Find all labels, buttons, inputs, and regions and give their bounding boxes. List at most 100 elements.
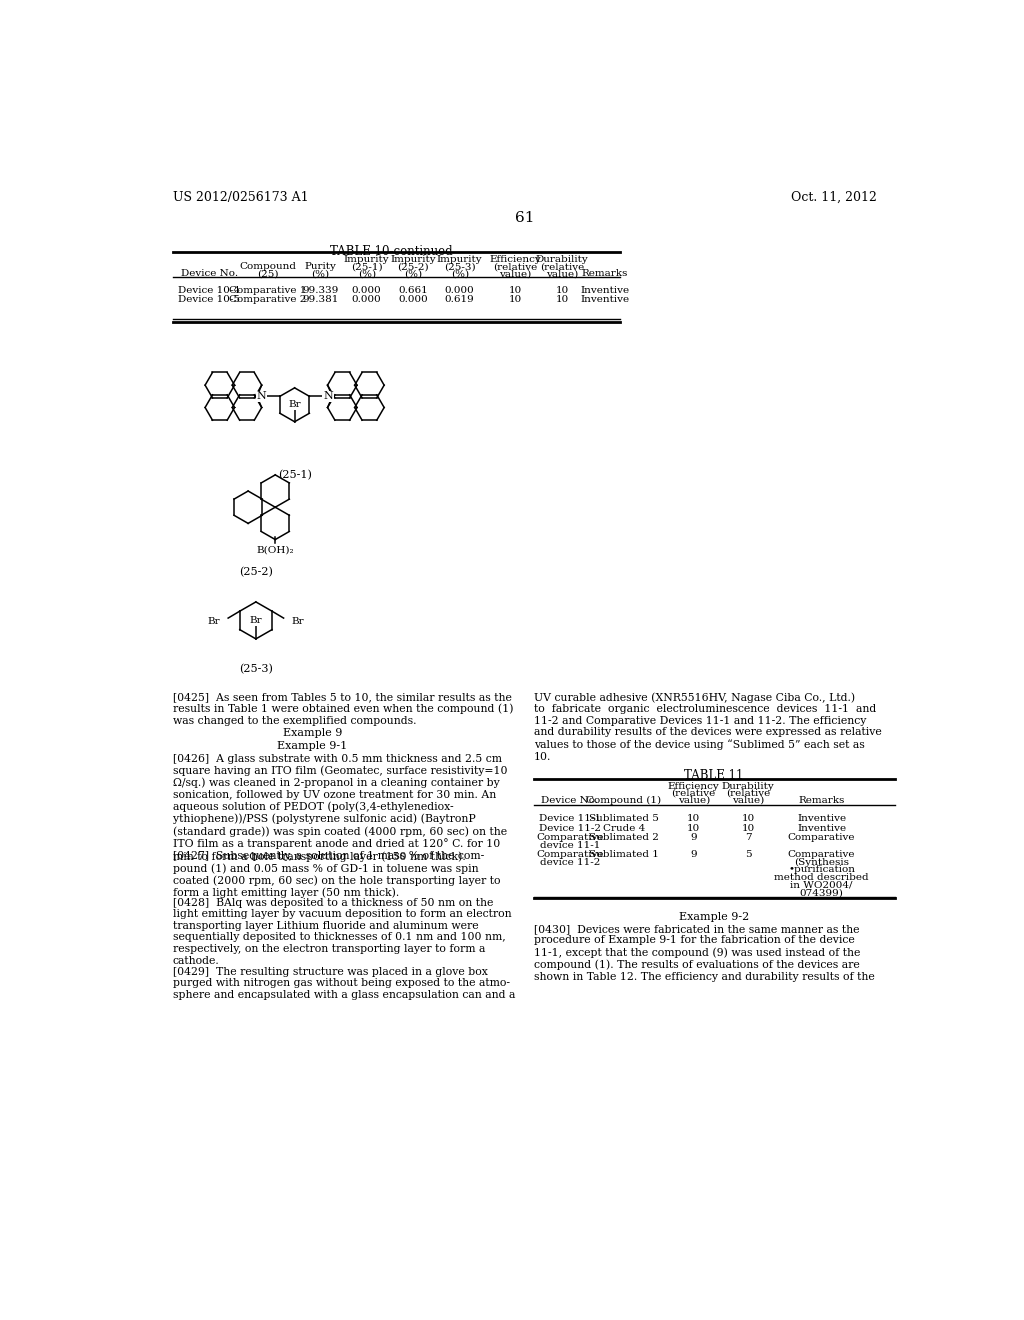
Text: 10: 10 bbox=[741, 814, 755, 824]
Text: 0.619: 0.619 bbox=[444, 296, 474, 305]
Text: value): value) bbox=[500, 269, 531, 279]
Text: Sublimated 2: Sublimated 2 bbox=[589, 833, 658, 842]
Text: Efficiency: Efficiency bbox=[489, 256, 542, 264]
Text: Compound (1): Compound (1) bbox=[587, 796, 662, 805]
Text: (relative: (relative bbox=[540, 263, 584, 272]
Text: US 2012/0256173 A1: US 2012/0256173 A1 bbox=[173, 191, 308, 203]
Text: Example 9-2: Example 9-2 bbox=[679, 912, 749, 923]
Text: (25-2): (25-2) bbox=[397, 263, 429, 272]
Text: Br: Br bbox=[208, 616, 220, 626]
Text: (relative: (relative bbox=[494, 263, 538, 272]
Text: (25): (25) bbox=[257, 269, 279, 279]
Text: Comparative: Comparative bbox=[787, 850, 855, 859]
Text: value): value) bbox=[732, 796, 764, 805]
Text: [0430]  Devices were fabricated in the same manner as the
procedure of Example 9: [0430] Devices were fabricated in the sa… bbox=[535, 924, 874, 982]
Text: 074399): 074399) bbox=[800, 888, 844, 898]
Text: Device 11-2: Device 11-2 bbox=[539, 824, 601, 833]
Text: TABLE 11: TABLE 11 bbox=[684, 770, 743, 781]
Text: 9: 9 bbox=[690, 850, 697, 859]
Text: 0.000: 0.000 bbox=[398, 296, 428, 305]
Text: method described: method described bbox=[774, 873, 869, 882]
Text: N: N bbox=[324, 391, 333, 401]
Text: 99.339: 99.339 bbox=[302, 286, 338, 296]
Text: Comparative: Comparative bbox=[536, 833, 603, 842]
Text: (%): (%) bbox=[357, 269, 376, 279]
Text: Device 10-4: Device 10-4 bbox=[178, 286, 241, 296]
Text: Br: Br bbox=[250, 616, 262, 624]
Text: 10: 10 bbox=[687, 814, 700, 824]
Text: 5: 5 bbox=[744, 850, 752, 859]
Text: Durability: Durability bbox=[722, 781, 774, 791]
Text: Device No.: Device No. bbox=[542, 796, 598, 805]
Text: 9: 9 bbox=[690, 833, 697, 842]
Text: Example 9-1: Example 9-1 bbox=[278, 742, 347, 751]
Text: (%): (%) bbox=[311, 269, 330, 279]
Text: Device 10-5: Device 10-5 bbox=[178, 296, 241, 305]
Text: Inventive: Inventive bbox=[580, 286, 629, 296]
Text: [0426]  A glass substrate with 0.5 mm thickness and 2.5 cm
square having an ITO : [0426] A glass substrate with 0.5 mm thi… bbox=[173, 754, 508, 862]
Text: TABLE 10-continued: TABLE 10-continued bbox=[330, 244, 453, 257]
Text: 10: 10 bbox=[687, 824, 700, 833]
Text: Oct. 11, 2012: Oct. 11, 2012 bbox=[791, 191, 877, 203]
Text: (relative: (relative bbox=[672, 789, 716, 799]
Text: (relative: (relative bbox=[726, 789, 770, 799]
Text: (25-1): (25-1) bbox=[351, 263, 383, 272]
Text: device 11-1: device 11-1 bbox=[540, 841, 600, 850]
Text: Impurity: Impurity bbox=[390, 256, 436, 264]
Text: (25-1): (25-1) bbox=[278, 470, 311, 480]
Text: Compound: Compound bbox=[239, 263, 296, 272]
Text: UV curable adhesive (XNR5516HV, Nagase Ciba Co., Ltd.)
to  fabricate  organic  e: UV curable adhesive (XNR5516HV, Nagase C… bbox=[535, 692, 882, 762]
Text: 0.000: 0.000 bbox=[352, 286, 382, 296]
Text: (%): (%) bbox=[404, 269, 422, 279]
Text: [0428]  BAlq was deposited to a thickness of 50 nm on the
light emitting layer b: [0428] BAlq was deposited to a thickness… bbox=[173, 898, 512, 966]
Text: [0427]  Subsequently, a solution of 1 mass % of the com-
pound (1) and 0.05 mass: [0427] Subsequently, a solution of 1 mas… bbox=[173, 851, 501, 898]
Text: value): value) bbox=[546, 269, 579, 279]
Text: Sublimated 5: Sublimated 5 bbox=[589, 814, 658, 824]
Text: Br: Br bbox=[292, 616, 304, 626]
Text: in WO2004/: in WO2004/ bbox=[791, 880, 853, 890]
Text: 10: 10 bbox=[555, 286, 568, 296]
Text: 10: 10 bbox=[741, 824, 755, 833]
Text: 10: 10 bbox=[509, 296, 522, 305]
Text: 10: 10 bbox=[555, 296, 568, 305]
Text: Br: Br bbox=[289, 400, 301, 409]
Text: Remarks: Remarks bbox=[799, 796, 845, 805]
Text: (25-2): (25-2) bbox=[239, 566, 272, 577]
Text: Inventive: Inventive bbox=[797, 814, 846, 824]
Text: B(OH)₂: B(OH)₂ bbox=[256, 545, 294, 554]
Text: 0.000: 0.000 bbox=[444, 286, 474, 296]
Text: Example 9: Example 9 bbox=[283, 729, 342, 738]
Text: Device No.: Device No. bbox=[181, 269, 238, 279]
Text: Purity: Purity bbox=[304, 263, 336, 272]
Text: device 11-2: device 11-2 bbox=[540, 858, 600, 866]
Text: Inventive: Inventive bbox=[580, 296, 629, 305]
Text: 0.661: 0.661 bbox=[398, 286, 428, 296]
Text: (25-3): (25-3) bbox=[239, 664, 272, 675]
Text: [0429]  The resulting structure was placed in a glove box
purged with nitrogen g: [0429] The resulting structure was place… bbox=[173, 966, 515, 1001]
Text: 0.000: 0.000 bbox=[352, 296, 382, 305]
Text: Comparative: Comparative bbox=[536, 850, 603, 859]
Text: 99.381: 99.381 bbox=[302, 296, 338, 305]
Text: Crude 4: Crude 4 bbox=[603, 824, 645, 833]
Text: Impurity: Impurity bbox=[437, 256, 482, 264]
Text: Inventive: Inventive bbox=[797, 824, 846, 833]
Text: Comparative 1: Comparative 1 bbox=[228, 286, 306, 296]
Text: 7: 7 bbox=[744, 833, 752, 842]
Text: 61: 61 bbox=[515, 211, 535, 224]
Text: Efficiency: Efficiency bbox=[668, 781, 720, 791]
Text: 10: 10 bbox=[509, 286, 522, 296]
Text: N: N bbox=[256, 391, 266, 401]
Text: [0425]  As seen from Tables 5 to 10, the similar results as the
results in Table: [0425] As seen from Tables 5 to 10, the … bbox=[173, 692, 513, 726]
Text: (Synthesis: (Synthesis bbox=[795, 858, 849, 867]
Text: (%): (%) bbox=[451, 269, 469, 279]
Text: Impurity: Impurity bbox=[344, 256, 389, 264]
Text: Sublimated 1: Sublimated 1 bbox=[589, 850, 658, 859]
Text: Comparative: Comparative bbox=[787, 833, 855, 842]
Text: value): value) bbox=[678, 796, 710, 805]
Text: Device 11-1: Device 11-1 bbox=[539, 814, 601, 824]
Text: Remarks: Remarks bbox=[582, 269, 628, 279]
Text: Durability: Durability bbox=[536, 256, 589, 264]
Text: •purification: •purification bbox=[788, 866, 855, 874]
Text: (25-3): (25-3) bbox=[443, 263, 475, 272]
Text: Comparative 2: Comparative 2 bbox=[228, 296, 306, 305]
